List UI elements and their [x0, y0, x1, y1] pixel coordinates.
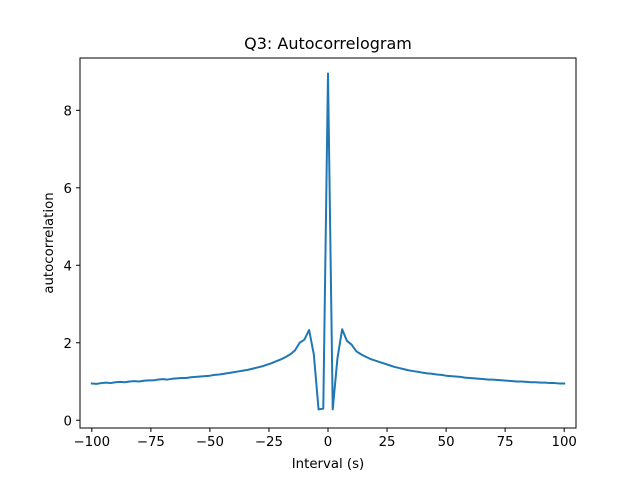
x-axis-label: Interval (s) — [292, 457, 364, 472]
x-tick-label: 25 — [379, 435, 396, 450]
y-tick-label: 8 — [64, 104, 72, 119]
x-tick-label: 50 — [438, 435, 455, 450]
x-tick-label: −75 — [137, 435, 165, 450]
y-tick-label: 0 — [64, 414, 72, 429]
x-tick-label: −50 — [196, 435, 224, 450]
axis-ticks: −100 −75 −50 −25 0 25 50 75 100 0 2 4 6 8 — [64, 104, 577, 450]
axes-frame — [79, 57, 577, 429]
series-line-1 — [90, 72, 566, 411]
y-axis-label: autocorrelation — [42, 192, 57, 293]
y-tick-label: 4 — [64, 259, 72, 274]
x-tick-label: 75 — [497, 435, 514, 450]
chart-title: Q3: Autocorrelogram — [244, 34, 412, 53]
y-tick-label: 6 — [64, 182, 72, 197]
y-tick-label: 2 — [64, 337, 72, 352]
x-tick-label: 100 — [551, 435, 576, 450]
x-tick-label: −25 — [255, 435, 283, 450]
plot-area — [90, 72, 566, 411]
x-tick-label: −100 — [74, 435, 111, 450]
x-tick-label: 0 — [324, 435, 332, 450]
